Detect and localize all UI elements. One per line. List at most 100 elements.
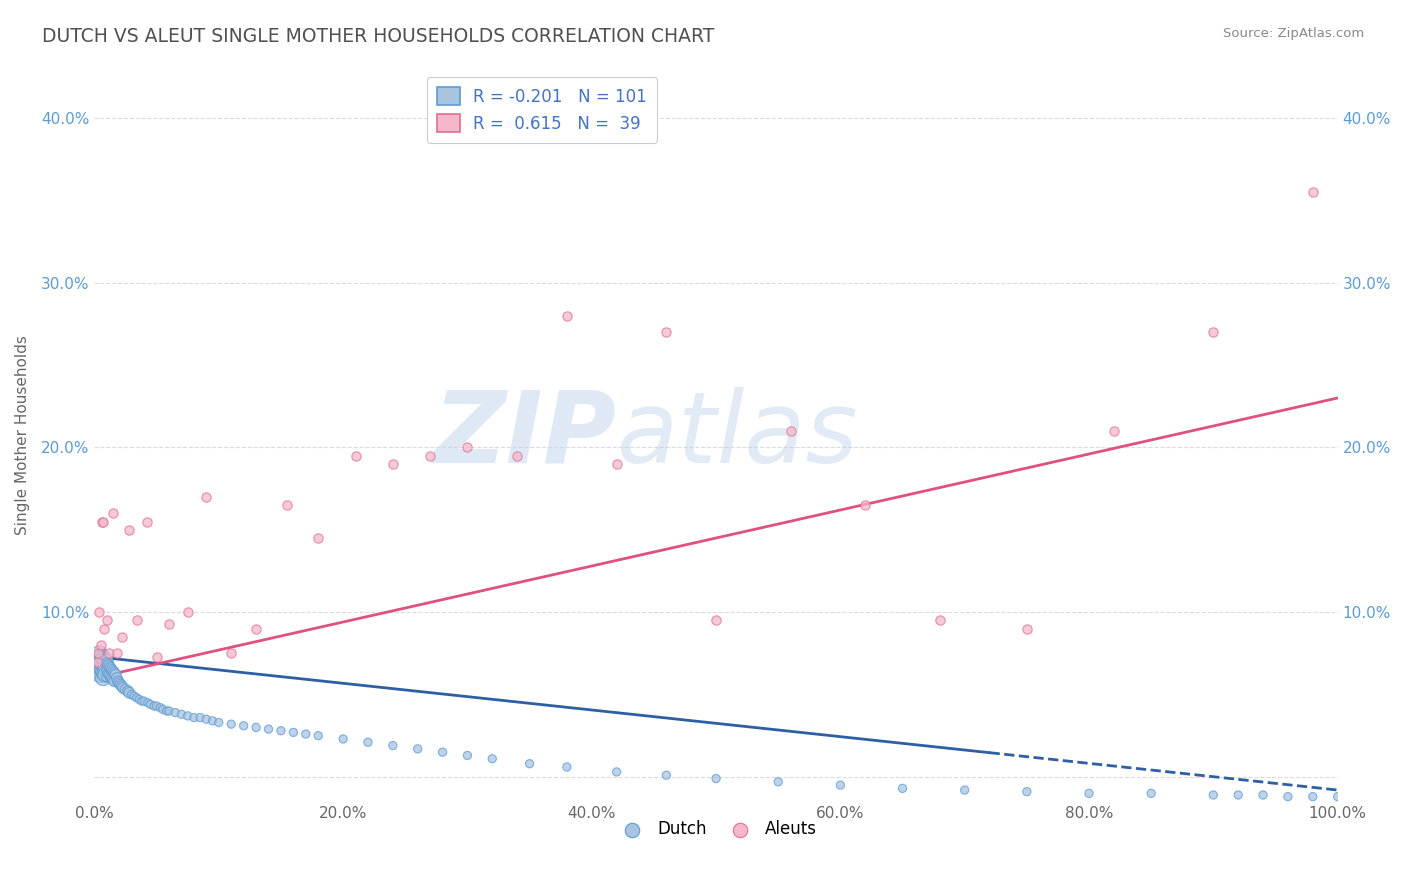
Point (891, 781, 914, 796)
Point (257, 722, 280, 736)
Point (98, 659, 121, 673)
Point (1277, 789, 1299, 804)
Point (87, 663, 110, 677)
Legend: Dutch, Aleuts: Dutch, Aleuts (609, 814, 824, 845)
Point (555, 760, 578, 774)
Point (117, 684, 139, 698)
Point (90, 663, 112, 677)
Point (94, 661, 117, 675)
Point (276, 498, 298, 512)
Point (111, 630, 134, 644)
Point (91, 671, 114, 685)
Point (195, 712, 218, 726)
Point (606, 764, 628, 779)
Point (89, 646, 111, 660)
Point (177, 605, 200, 619)
Point (143, 699, 166, 714)
Point (188, 710, 211, 724)
Point (1202, 325, 1225, 339)
Point (90, 655, 112, 669)
Point (103, 674, 125, 689)
Point (128, 692, 150, 706)
Point (101, 665, 124, 679)
Point (90, 515, 112, 529)
Point (111, 679, 134, 693)
Point (87, 657, 110, 672)
Point (91, 657, 114, 672)
Text: DUTCH VS ALEUT SINGLE MOTHER HOUSEHOLDS CORRELATION CHART: DUTCH VS ALEUT SINGLE MOTHER HOUSEHOLDS … (42, 27, 714, 45)
Point (110, 678, 132, 692)
Point (157, 616, 180, 631)
Point (928, 613, 950, 627)
Point (155, 704, 177, 718)
Point (136, 696, 159, 710)
Point (97, 657, 120, 672)
Text: atlas: atlas (617, 386, 858, 483)
Point (332, 731, 354, 746)
Point (101, 671, 124, 685)
Point (89, 667, 111, 681)
Point (131, 694, 153, 708)
Point (121, 688, 143, 702)
Point (183, 710, 205, 724)
Point (96, 613, 118, 627)
Point (766, 774, 789, 789)
Point (307, 729, 329, 743)
Point (157, 704, 180, 718)
Point (1102, 424, 1125, 438)
Point (100, 669, 122, 683)
Text: Source: ZipAtlas.com: Source: ZipAtlas.com (1223, 27, 1364, 40)
Text: ZIP: ZIP (433, 386, 617, 483)
Point (134, 694, 156, 708)
Point (96, 656, 118, 670)
Point (114, 682, 136, 697)
Y-axis label: Single Mother Households: Single Mother Households (15, 335, 30, 535)
Point (89, 605, 111, 619)
Point (90, 656, 112, 670)
Point (219, 646, 242, 660)
Point (1078, 786, 1101, 800)
Point (105, 671, 128, 685)
Point (91, 515, 114, 529)
Point (94, 655, 117, 669)
Point (456, 441, 478, 455)
Point (93, 666, 115, 681)
Point (432, 745, 454, 759)
Point (195, 490, 218, 504)
Point (103, 666, 125, 681)
Point (1015, 785, 1038, 799)
Point (101, 673, 124, 687)
Point (1302, 185, 1324, 199)
Point (219, 717, 242, 731)
Point (91, 665, 114, 679)
Point (704, 613, 727, 627)
Point (93, 622, 115, 636)
Point (96, 663, 118, 677)
Point (307, 531, 329, 545)
Point (1251, 788, 1274, 802)
Point (108, 676, 131, 690)
Point (90, 649, 112, 664)
Point (406, 742, 429, 756)
Point (1140, 786, 1163, 800)
Point (1326, 789, 1348, 804)
Point (118, 686, 141, 700)
Point (170, 707, 193, 722)
Point (105, 646, 128, 660)
Point (145, 649, 167, 664)
Point (93, 659, 115, 673)
Point (344, 449, 367, 463)
Point (381, 457, 404, 471)
Point (139, 698, 162, 712)
Point (91, 651, 114, 665)
Point (87, 651, 110, 665)
Point (953, 783, 976, 797)
Point (283, 725, 305, 739)
Point (830, 778, 852, 792)
Point (125, 690, 148, 705)
Point (112, 681, 135, 695)
Point (245, 622, 267, 636)
Point (101, 663, 124, 677)
Point (122, 689, 145, 703)
Point (381, 739, 404, 753)
